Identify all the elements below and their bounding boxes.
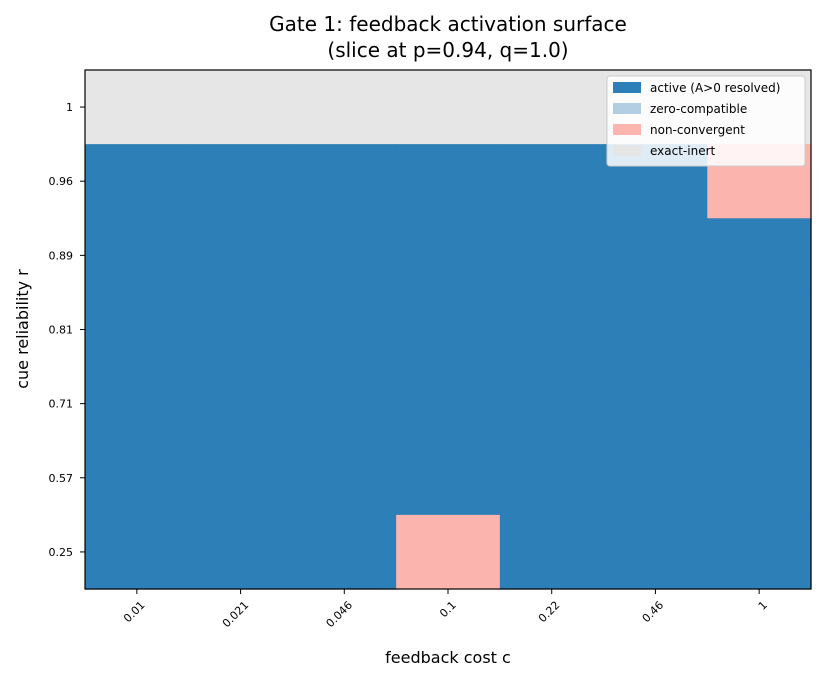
heatmap-cell	[396, 218, 501, 294]
x-tick-label: 0.46	[640, 599, 667, 626]
heatmap-cell	[499, 292, 605, 368]
heatmap-cell	[707, 514, 812, 590]
x-tick-label: 1	[756, 599, 770, 613]
heatmap-cell	[396, 144, 501, 219]
heatmap-cell	[396, 70, 501, 145]
heatmap-cell	[85, 144, 190, 219]
heatmap-cell	[603, 292, 708, 368]
heatmap-cell	[188, 144, 294, 219]
heatmap-cell	[292, 292, 397, 368]
heatmap-cell	[188, 70, 294, 145]
legend-swatch	[613, 145, 641, 156]
heatmap-cell	[85, 514, 190, 590]
heatmap-cell	[499, 366, 605, 442]
heatmap-cell	[188, 514, 294, 590]
heatmap-cell	[85, 70, 190, 145]
y-axis-ticks: 1 0.96 0.89 0.81 0.71 0.57 0.25	[49, 101, 85, 559]
heatmap-cell	[603, 514, 708, 590]
heatmap-cell	[292, 70, 397, 145]
legend-label: non-convergent	[650, 123, 745, 137]
x-axis-ticks: 0.01 0.021 0.046 0.1 0.22 0.46 1	[121, 589, 770, 630]
legend: active (A>0 resolved) zero-compatible non-…	[606, 75, 806, 167]
heatmap-cell	[85, 218, 190, 294]
y-tick-label: 1	[66, 101, 73, 114]
x-axis-label: feedback cost c	[385, 648, 511, 667]
legend-label: exact-inert	[650, 144, 716, 158]
heatmap-cells	[85, 70, 812, 590]
heatmap-cell	[292, 514, 397, 590]
y-tick-label: 0.71	[49, 398, 74, 411]
heatmap-cell	[85, 292, 190, 368]
heatmap-cell	[707, 292, 812, 368]
y-tick-label: 0.81	[49, 324, 74, 337]
heatmap-cell	[188, 366, 294, 442]
legend-label: active (A>0 resolved)	[650, 81, 780, 95]
heatmap-cell	[292, 366, 397, 442]
heatmap-cell	[396, 366, 501, 442]
heatmap-cell	[292, 144, 397, 219]
heatmap-cell	[292, 440, 397, 516]
x-tick-label: 0.046	[324, 599, 355, 630]
heatmap-cell	[85, 440, 190, 516]
legend-box	[606, 75, 806, 167]
heatmap-cell	[396, 292, 501, 368]
heatmap-cell	[707, 218, 812, 294]
legend-label: zero-compatible	[650, 102, 747, 116]
heatmap-cell	[188, 218, 294, 294]
heatmap-cell	[499, 440, 605, 516]
chart-subtitle: (slice at p=0.94, q=1.0)	[327, 38, 568, 62]
x-tick-label: 0.22	[536, 599, 563, 626]
y-axis-label: cue reliability r	[13, 269, 32, 389]
y-tick-label: 0.57	[49, 472, 74, 485]
heatmap-cell	[292, 218, 397, 294]
legend-swatch	[613, 82, 641, 93]
heatmap-cell	[188, 440, 294, 516]
legend-swatch	[613, 124, 641, 135]
heatmap-cell	[499, 70, 605, 145]
y-tick-label: 0.25	[49, 546, 74, 559]
heatmap-cell	[85, 366, 190, 442]
heatmap-cell	[499, 218, 605, 294]
heatmap-cell	[603, 366, 708, 442]
legend-swatch	[613, 103, 641, 114]
heatmap-cell	[603, 440, 708, 516]
heatmap-cell	[707, 366, 812, 442]
heatmap-cell	[499, 144, 605, 219]
heatmap-cell	[396, 514, 501, 590]
heatmap-cell	[499, 514, 605, 590]
y-tick-label: 0.96	[49, 175, 74, 188]
heatmap-cell	[707, 440, 812, 516]
heatmap-cell	[603, 218, 708, 294]
x-tick-label: 0.1	[437, 599, 459, 621]
y-tick-label: 0.89	[49, 249, 74, 262]
chart-title: Gate 1: feedback activation surface	[269, 12, 627, 36]
x-tick-label: 0.021	[220, 599, 251, 630]
x-tick-label: 0.01	[121, 599, 148, 626]
heatmap-cell	[396, 440, 501, 516]
heatmap-cell	[188, 292, 294, 368]
